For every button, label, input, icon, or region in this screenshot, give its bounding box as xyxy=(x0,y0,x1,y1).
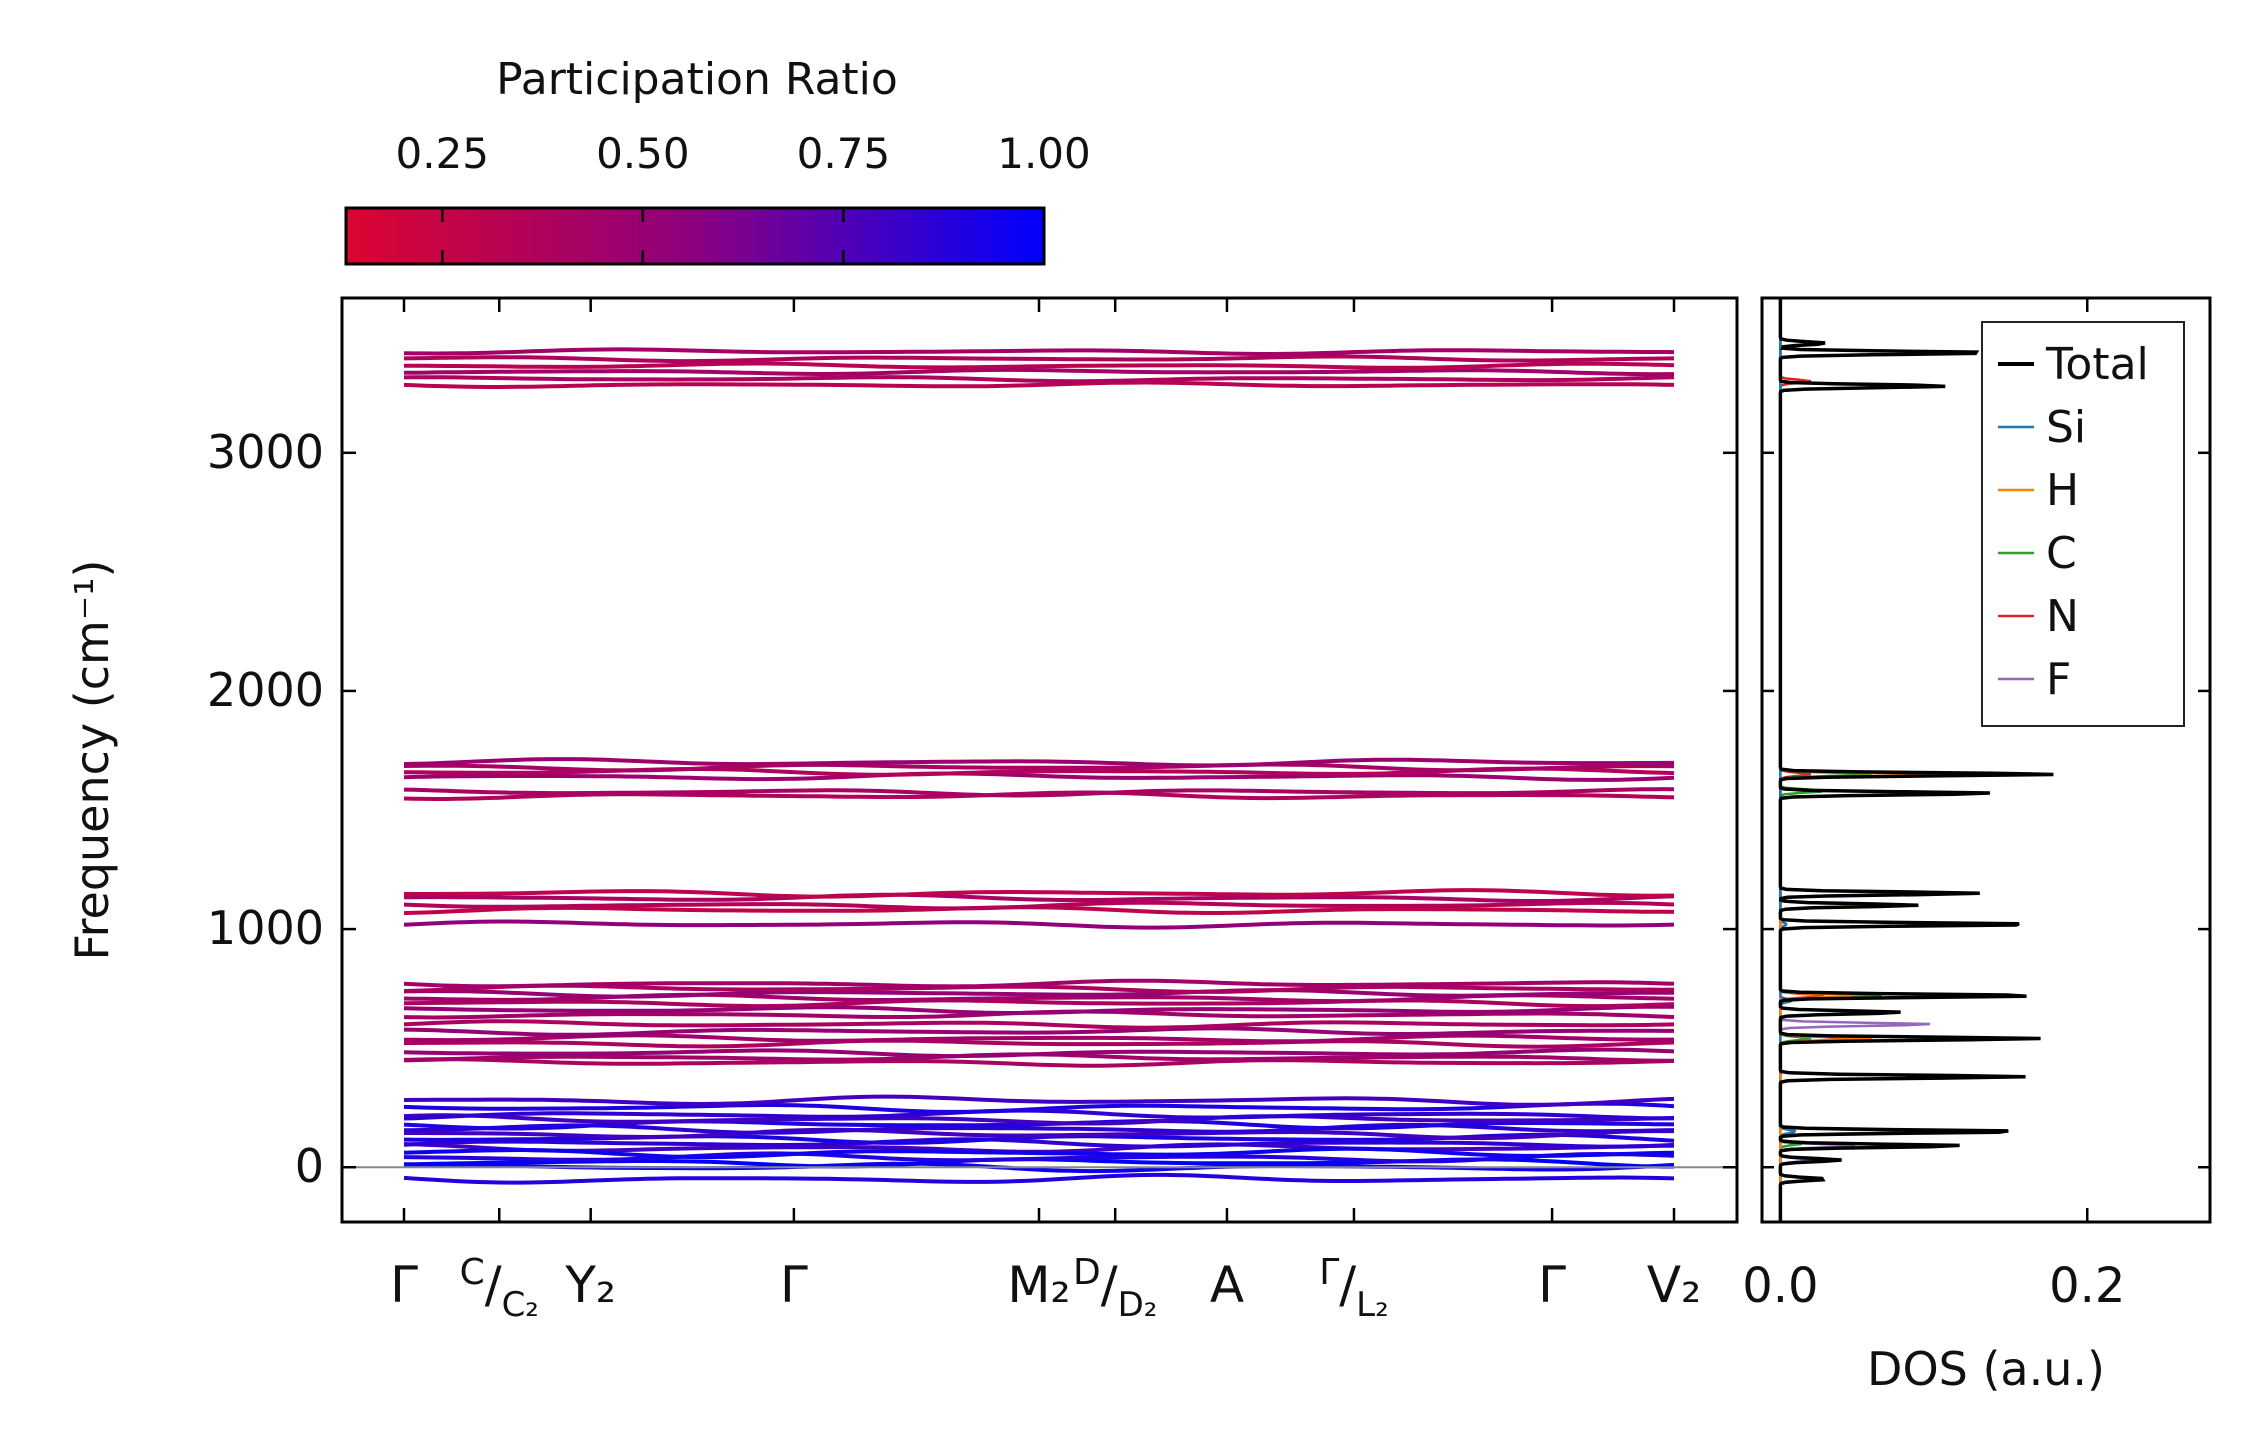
band-line xyxy=(403,1094,1675,1107)
legend-label-si: Si xyxy=(2046,402,2086,453)
band-line xyxy=(403,988,1675,999)
legend-label-total: Total xyxy=(2045,339,2149,390)
band-line xyxy=(403,380,1675,389)
dos-x-axis-label: DOS (a.u.) xyxy=(1867,1342,2105,1396)
k-point-label: V₂ xyxy=(1647,1256,1701,1314)
band-line xyxy=(403,998,1675,1009)
k-point-label: Y₂ xyxy=(564,1256,616,1314)
colorbar-gradient xyxy=(344,206,1046,266)
band-line xyxy=(404,1127,1674,1141)
band-line xyxy=(404,888,1675,899)
k-point-label: M₂ xyxy=(1007,1256,1070,1314)
band-line xyxy=(403,762,1675,773)
k-point-label: Γ xyxy=(390,1256,418,1314)
y-tick-label: 0 xyxy=(295,1139,324,1193)
k-point-label: C/C₂ xyxy=(460,1252,539,1325)
band-line xyxy=(404,892,1675,903)
band-structure-panel: 0 1000 2000 3000 Γ C/C₂ Y₂ Γ M₂ D/D₂ A Γ/L₂ Γ V₂ Freq… xyxy=(65,296,1739,1325)
k-point-label: Γ xyxy=(780,1256,808,1314)
colorbar-tick-label: 0.50 xyxy=(596,129,690,178)
band-line xyxy=(403,347,1675,356)
legend-box xyxy=(1981,321,2185,727)
y-axis-label: Frequency (cm⁻¹) xyxy=(65,560,119,961)
band-line xyxy=(403,1038,1675,1049)
k-point-label: A xyxy=(1210,1256,1244,1314)
band-line xyxy=(403,1004,1675,1015)
legend-label-h: H xyxy=(2046,465,2079,516)
dos-frame xyxy=(1760,296,2212,1224)
legend-label-c: C xyxy=(2046,528,2077,579)
colorbar-tick-label: 1.00 xyxy=(997,129,1091,178)
band-line xyxy=(403,354,1675,364)
band-line xyxy=(403,367,1674,377)
band-line xyxy=(404,361,1675,370)
dos-total-line xyxy=(1778,298,2054,1222)
band-line xyxy=(403,375,1675,384)
band-line xyxy=(403,1047,1675,1059)
band-line xyxy=(403,757,1674,768)
band-line xyxy=(403,919,1675,930)
k-point-label: D/D₂ xyxy=(1073,1252,1157,1325)
colorbar: Participation Ratio 0.25 0.50 0.75 1.00 xyxy=(344,54,1091,266)
colorbar-tick-label: 0.25 xyxy=(396,129,490,178)
colorbar-title: Participation Ratio xyxy=(496,54,898,105)
k-point-label: Γ xyxy=(1538,1256,1566,1314)
band-line xyxy=(403,1113,1675,1126)
colorbar-tick-label: 0.75 xyxy=(797,129,891,178)
band-line xyxy=(403,978,1675,989)
band-line xyxy=(403,771,1675,782)
y-tick-label: 1000 xyxy=(207,901,324,955)
y-tick-label: 2000 xyxy=(207,663,324,717)
band-line xyxy=(403,983,1675,994)
band-line xyxy=(403,1151,1675,1164)
dos-x-tick-label: 0.0 xyxy=(1742,1258,1818,1314)
band-line xyxy=(403,787,1675,798)
band-line xyxy=(403,1026,1674,1037)
legend-label-f: F xyxy=(2046,654,2071,705)
band-line xyxy=(403,1137,1675,1149)
dos-x-tick-label: 0.2 xyxy=(2049,1258,2125,1314)
band-line xyxy=(403,1172,1675,1185)
legend-label-n: N xyxy=(2046,591,2079,642)
band-line xyxy=(403,900,1675,911)
band-line xyxy=(403,1146,1675,1160)
band-line xyxy=(403,1101,1675,1114)
k-point-label: Γ/L₂ xyxy=(1319,1252,1389,1325)
band-line xyxy=(403,1019,1675,1030)
y-tick-label: 3000 xyxy=(207,425,324,479)
band-line xyxy=(403,1057,1675,1068)
